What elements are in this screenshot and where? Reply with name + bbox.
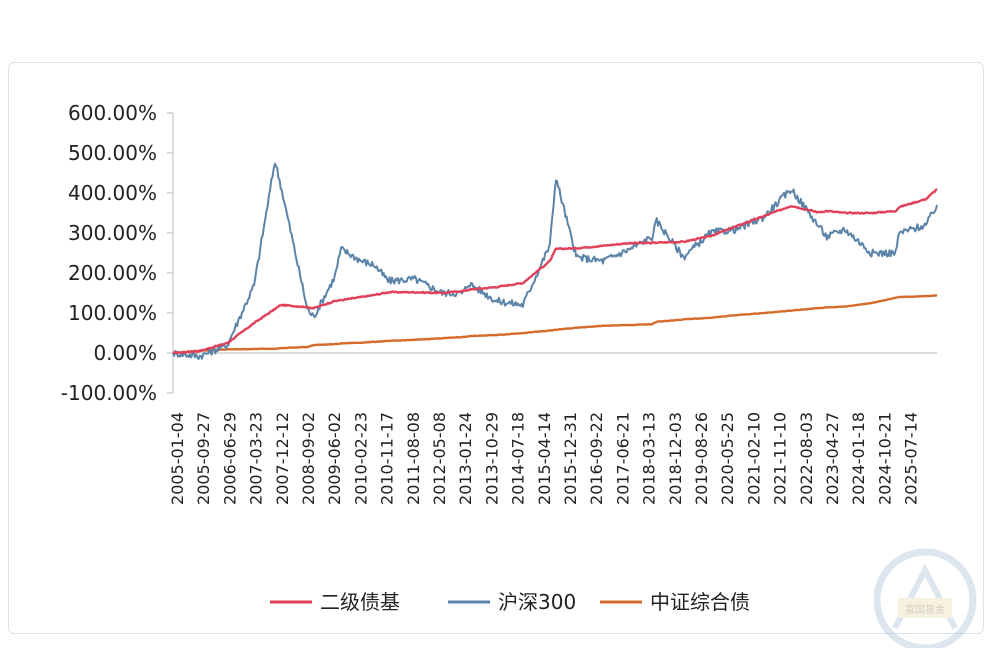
x-tick-label: 2021-11-10 bbox=[771, 412, 790, 505]
y-tick-label: 400.00% bbox=[68, 181, 157, 205]
x-tick-label: 2015-04-14 bbox=[535, 412, 554, 505]
y-tick-label: 0.00% bbox=[93, 341, 157, 365]
y-tick-label: 600.00% bbox=[68, 101, 157, 125]
y-tick-label: 200.00% bbox=[68, 261, 157, 285]
y-tick-label: -100.00% bbox=[61, 381, 157, 405]
x-tick-label: 2019-08-26 bbox=[692, 412, 711, 505]
x-tick-label: 2017-06-21 bbox=[613, 412, 632, 505]
legend: 二级债基 沪深300 中证综合债 bbox=[270, 590, 750, 614]
chart-card bbox=[8, 62, 984, 634]
x-tick-label: 2016-09-22 bbox=[587, 412, 606, 505]
x-tick-label: 2005-01-04 bbox=[168, 412, 187, 505]
y-tick-label: 100.00% bbox=[68, 301, 157, 325]
x-tick-label: 2012-05-08 bbox=[430, 412, 449, 505]
watermark-logo: 富国基金 bbox=[873, 548, 977, 648]
x-tick-label: 2015-12-31 bbox=[561, 412, 580, 505]
x-tick-label: 2024-01-18 bbox=[849, 412, 868, 505]
x-tick-label: 2018-03-13 bbox=[640, 412, 659, 505]
series-lines bbox=[172, 162, 938, 361]
series-line-1 bbox=[172, 162, 938, 361]
x-tick-label: 2025-07-14 bbox=[902, 412, 921, 505]
series-line-0 bbox=[172, 188, 938, 355]
x-tick-label: 2022-08-03 bbox=[797, 412, 816, 505]
legend-label: 中证综合债 bbox=[650, 590, 750, 614]
x-tick-label: 2011-08-08 bbox=[404, 412, 423, 505]
series-line-2 bbox=[173, 294, 937, 355]
x-tick-label: 2006-06-29 bbox=[220, 412, 239, 505]
x-tick-label: 2010-02-23 bbox=[351, 412, 370, 505]
x-tick-label: 2023-04-27 bbox=[823, 412, 842, 505]
x-tick-label: 2021-02-10 bbox=[744, 412, 763, 505]
x-tick-label: 2007-12-12 bbox=[273, 412, 292, 505]
x-tick-label: 2018-12-03 bbox=[666, 412, 685, 505]
watermark-text: 富国基金 bbox=[905, 603, 945, 616]
y-tick-label: 500.00% bbox=[68, 141, 157, 165]
x-tick-label: 2010-11-17 bbox=[378, 412, 397, 505]
x-tick-label: 2024-10-21 bbox=[875, 412, 894, 505]
x-tick-label: 2007-03-23 bbox=[247, 412, 266, 505]
x-tick-label: 2013-10-29 bbox=[482, 412, 501, 505]
x-tick-label: 2009-06-02 bbox=[325, 412, 344, 505]
x-tick-label: 2014-07-18 bbox=[509, 412, 528, 505]
legend-label: 沪深300 bbox=[498, 590, 576, 614]
x-tick-label: 2005-09-27 bbox=[194, 412, 213, 505]
x-axis: 2005-01-04 2005-09-27 2006-06-29 2007-03-23… bbox=[168, 352, 937, 505]
x-tick-label: 2013-01-24 bbox=[456, 412, 475, 505]
x-tick-label: 2020-05-25 bbox=[718, 412, 737, 505]
y-axis: 600.00% 500.00% 400.00% 300.00% 200.00% 100.0… bbox=[61, 101, 174, 405]
x-tick-label: 2008-09-02 bbox=[299, 412, 318, 505]
legend-label: 二级债基 bbox=[320, 590, 400, 614]
y-tick-label: 300.00% bbox=[68, 221, 157, 245]
